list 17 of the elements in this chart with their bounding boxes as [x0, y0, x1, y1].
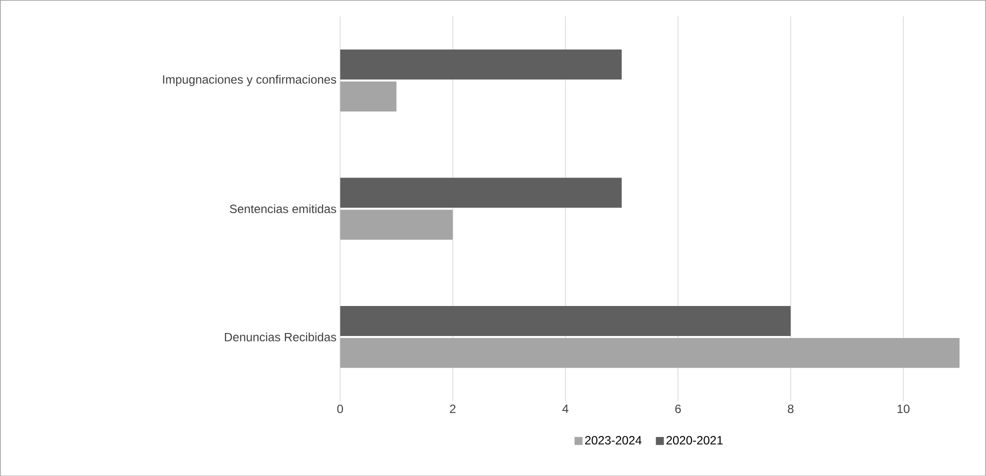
bar — [340, 49, 622, 80]
bar — [340, 81, 396, 112]
bar — [340, 306, 791, 336]
x-tick-label: 4 — [562, 404, 568, 413]
x-tick-label: 0 — [337, 404, 344, 413]
bar — [340, 338, 960, 368]
y-tick-label: Impugnaciones y confirmaciones — [163, 74, 336, 86]
x-tick-label: 10 — [898, 404, 910, 413]
legend-label: 2020-2021 — [666, 436, 723, 444]
bar — [340, 178, 622, 208]
bar — [340, 210, 453, 240]
y-tick-label: Sentencias emitidas — [230, 204, 336, 213]
x-tick-label: 8 — [788, 404, 794, 413]
legend-label: 2023-2024 — [585, 436, 642, 444]
x-tick-label: 2 — [450, 404, 456, 413]
x-tick-label: 6 — [675, 404, 681, 413]
y-tick-label: Denuncias Recibidas — [224, 332, 336, 342]
